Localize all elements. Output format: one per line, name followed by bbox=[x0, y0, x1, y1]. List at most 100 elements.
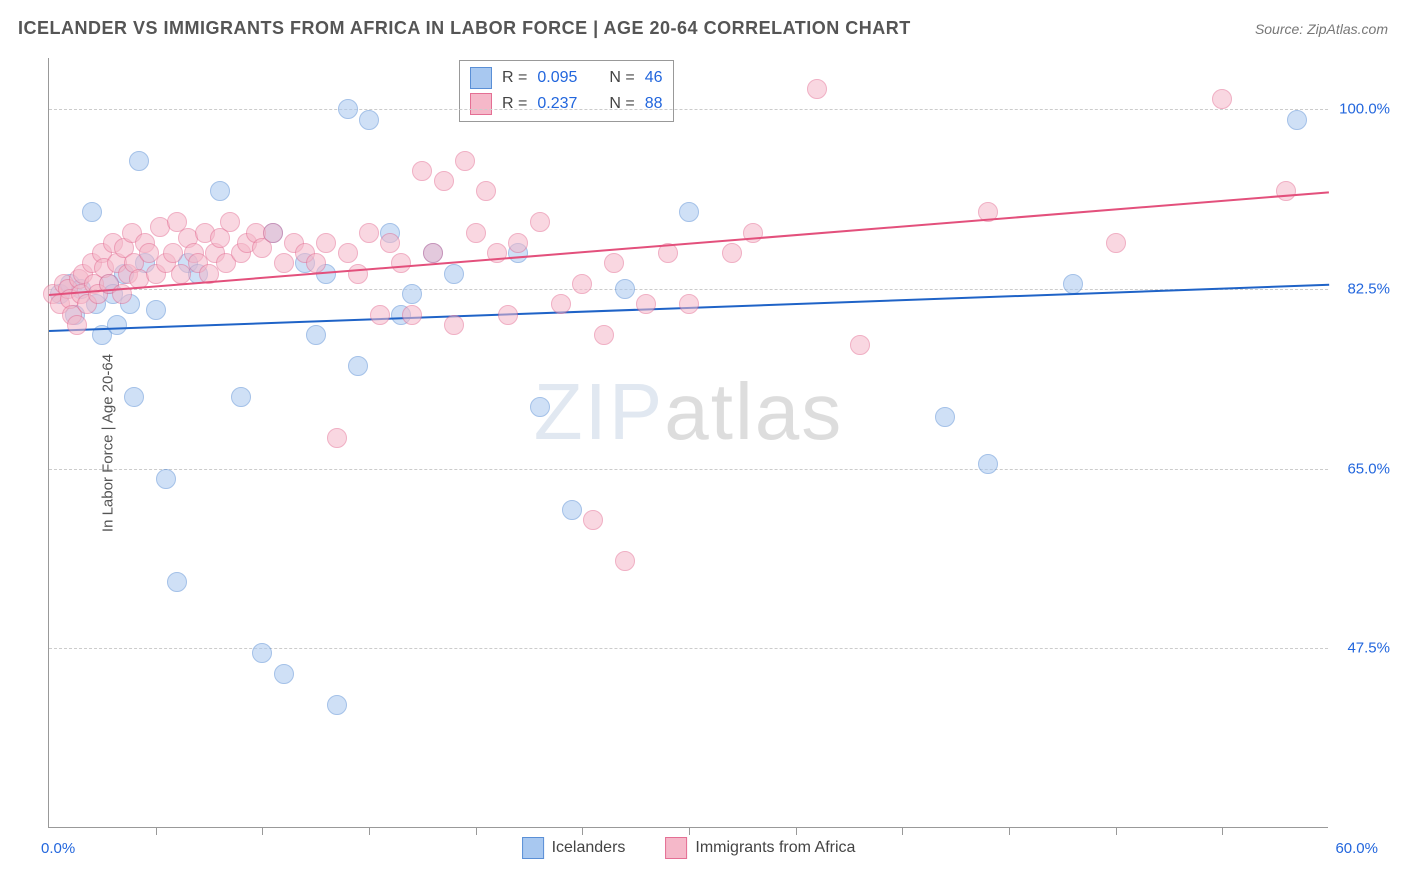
scatter-point bbox=[498, 305, 518, 325]
scatter-point bbox=[423, 243, 443, 263]
scatter-point bbox=[508, 233, 528, 253]
scatter-point bbox=[594, 325, 614, 345]
scatter-point bbox=[679, 294, 699, 314]
x-tick bbox=[156, 827, 157, 835]
chart-title: ICELANDER VS IMMIGRANTS FROM AFRICA IN L… bbox=[18, 18, 911, 39]
scatter-point bbox=[306, 253, 326, 273]
chart-container: ICELANDER VS IMMIGRANTS FROM AFRICA IN L… bbox=[0, 0, 1406, 892]
legend-item: Immigrants from Africa bbox=[665, 837, 855, 859]
stats-box: R =0.095N =46R =0.237N =88 bbox=[459, 60, 674, 122]
legend-label: Icelanders bbox=[552, 839, 626, 857]
scatter-point bbox=[359, 110, 379, 130]
scatter-point bbox=[348, 264, 368, 284]
legend-item: Icelanders bbox=[522, 837, 626, 859]
gridline-h bbox=[49, 648, 1328, 649]
scatter-point bbox=[1106, 233, 1126, 253]
scatter-point bbox=[722, 243, 742, 263]
scatter-point bbox=[327, 695, 347, 715]
scatter-point bbox=[252, 643, 272, 663]
y-tick-label: 82.5% bbox=[1335, 281, 1390, 298]
x-tick bbox=[476, 827, 477, 835]
plot-area: In Labor Force | Age 20-64 ZIPatlas R =0… bbox=[48, 58, 1328, 828]
scatter-point bbox=[402, 284, 422, 304]
scatter-point bbox=[220, 212, 240, 232]
scatter-point bbox=[167, 572, 187, 592]
scatter-point bbox=[402, 305, 422, 325]
y-tick-label: 47.5% bbox=[1335, 640, 1390, 657]
scatter-point bbox=[82, 202, 102, 222]
bottom-legend: Icelanders Immigrants from Africa bbox=[522, 837, 856, 859]
y-tick-label: 65.0% bbox=[1335, 460, 1390, 477]
scatter-point bbox=[1276, 181, 1296, 201]
scatter-point bbox=[306, 325, 326, 345]
stat-r-label: R = bbox=[502, 69, 527, 87]
y-axis-label: In Labor Force | Age 20-64 bbox=[100, 353, 117, 531]
scatter-point bbox=[444, 264, 464, 284]
x-label-max: 60.0% bbox=[1335, 840, 1378, 857]
scatter-point bbox=[562, 500, 582, 520]
x-label-min: 0.0% bbox=[41, 840, 75, 857]
legend-label: Immigrants from Africa bbox=[695, 839, 855, 857]
legend-swatch bbox=[470, 67, 492, 89]
scatter-point bbox=[274, 253, 294, 273]
scatter-point bbox=[359, 223, 379, 243]
scatter-point bbox=[530, 397, 550, 417]
stats-row: R =0.237N =88 bbox=[470, 91, 663, 117]
scatter-point bbox=[338, 99, 358, 119]
scatter-point bbox=[807, 79, 827, 99]
legend-swatch bbox=[665, 837, 687, 859]
scatter-point bbox=[615, 279, 635, 299]
x-tick bbox=[902, 827, 903, 835]
scatter-point bbox=[156, 469, 176, 489]
scatter-point bbox=[935, 407, 955, 427]
x-tick bbox=[689, 827, 690, 835]
scatter-point bbox=[231, 387, 251, 407]
legend-swatch bbox=[470, 93, 492, 115]
scatter-point bbox=[412, 161, 432, 181]
watermark: ZIPatlas bbox=[534, 366, 843, 458]
watermark-part2: atlas bbox=[664, 367, 843, 456]
scatter-point bbox=[316, 233, 336, 253]
scatter-point bbox=[67, 315, 87, 335]
scatter-point bbox=[380, 233, 400, 253]
x-tick bbox=[796, 827, 797, 835]
scatter-point bbox=[572, 274, 592, 294]
x-tick bbox=[369, 827, 370, 835]
x-tick bbox=[582, 827, 583, 835]
stats-row: R =0.095N =46 bbox=[470, 65, 663, 91]
scatter-point bbox=[434, 171, 454, 191]
scatter-point bbox=[615, 551, 635, 571]
scatter-point bbox=[327, 428, 347, 448]
scatter-point bbox=[444, 315, 464, 335]
scatter-point bbox=[636, 294, 656, 314]
scatter-point bbox=[466, 223, 486, 243]
scatter-point bbox=[978, 454, 998, 474]
scatter-point bbox=[530, 212, 550, 232]
scatter-point bbox=[604, 253, 624, 273]
x-tick bbox=[262, 827, 263, 835]
scatter-point bbox=[455, 151, 475, 171]
scatter-point bbox=[263, 223, 283, 243]
scatter-point bbox=[391, 253, 411, 273]
scatter-point bbox=[129, 151, 149, 171]
scatter-point bbox=[1063, 274, 1083, 294]
scatter-point bbox=[124, 387, 144, 407]
y-tick-label: 100.0% bbox=[1335, 101, 1390, 118]
stat-n-value: 46 bbox=[645, 69, 663, 87]
x-tick bbox=[1009, 827, 1010, 835]
scatter-point bbox=[1287, 110, 1307, 130]
source-label: Source: ZipAtlas.com bbox=[1255, 21, 1388, 37]
watermark-part1: ZIP bbox=[534, 367, 664, 456]
scatter-point bbox=[348, 356, 368, 376]
x-tick bbox=[1116, 827, 1117, 835]
scatter-point bbox=[476, 181, 496, 201]
chart-header: ICELANDER VS IMMIGRANTS FROM AFRICA IN L… bbox=[18, 18, 1388, 39]
scatter-point bbox=[850, 335, 870, 355]
scatter-point bbox=[551, 294, 571, 314]
scatter-point bbox=[583, 510, 603, 530]
stat-r-value: 0.095 bbox=[537, 69, 577, 87]
scatter-point bbox=[338, 243, 358, 263]
scatter-point bbox=[1212, 89, 1232, 109]
scatter-point bbox=[163, 243, 183, 263]
legend-swatch bbox=[522, 837, 544, 859]
